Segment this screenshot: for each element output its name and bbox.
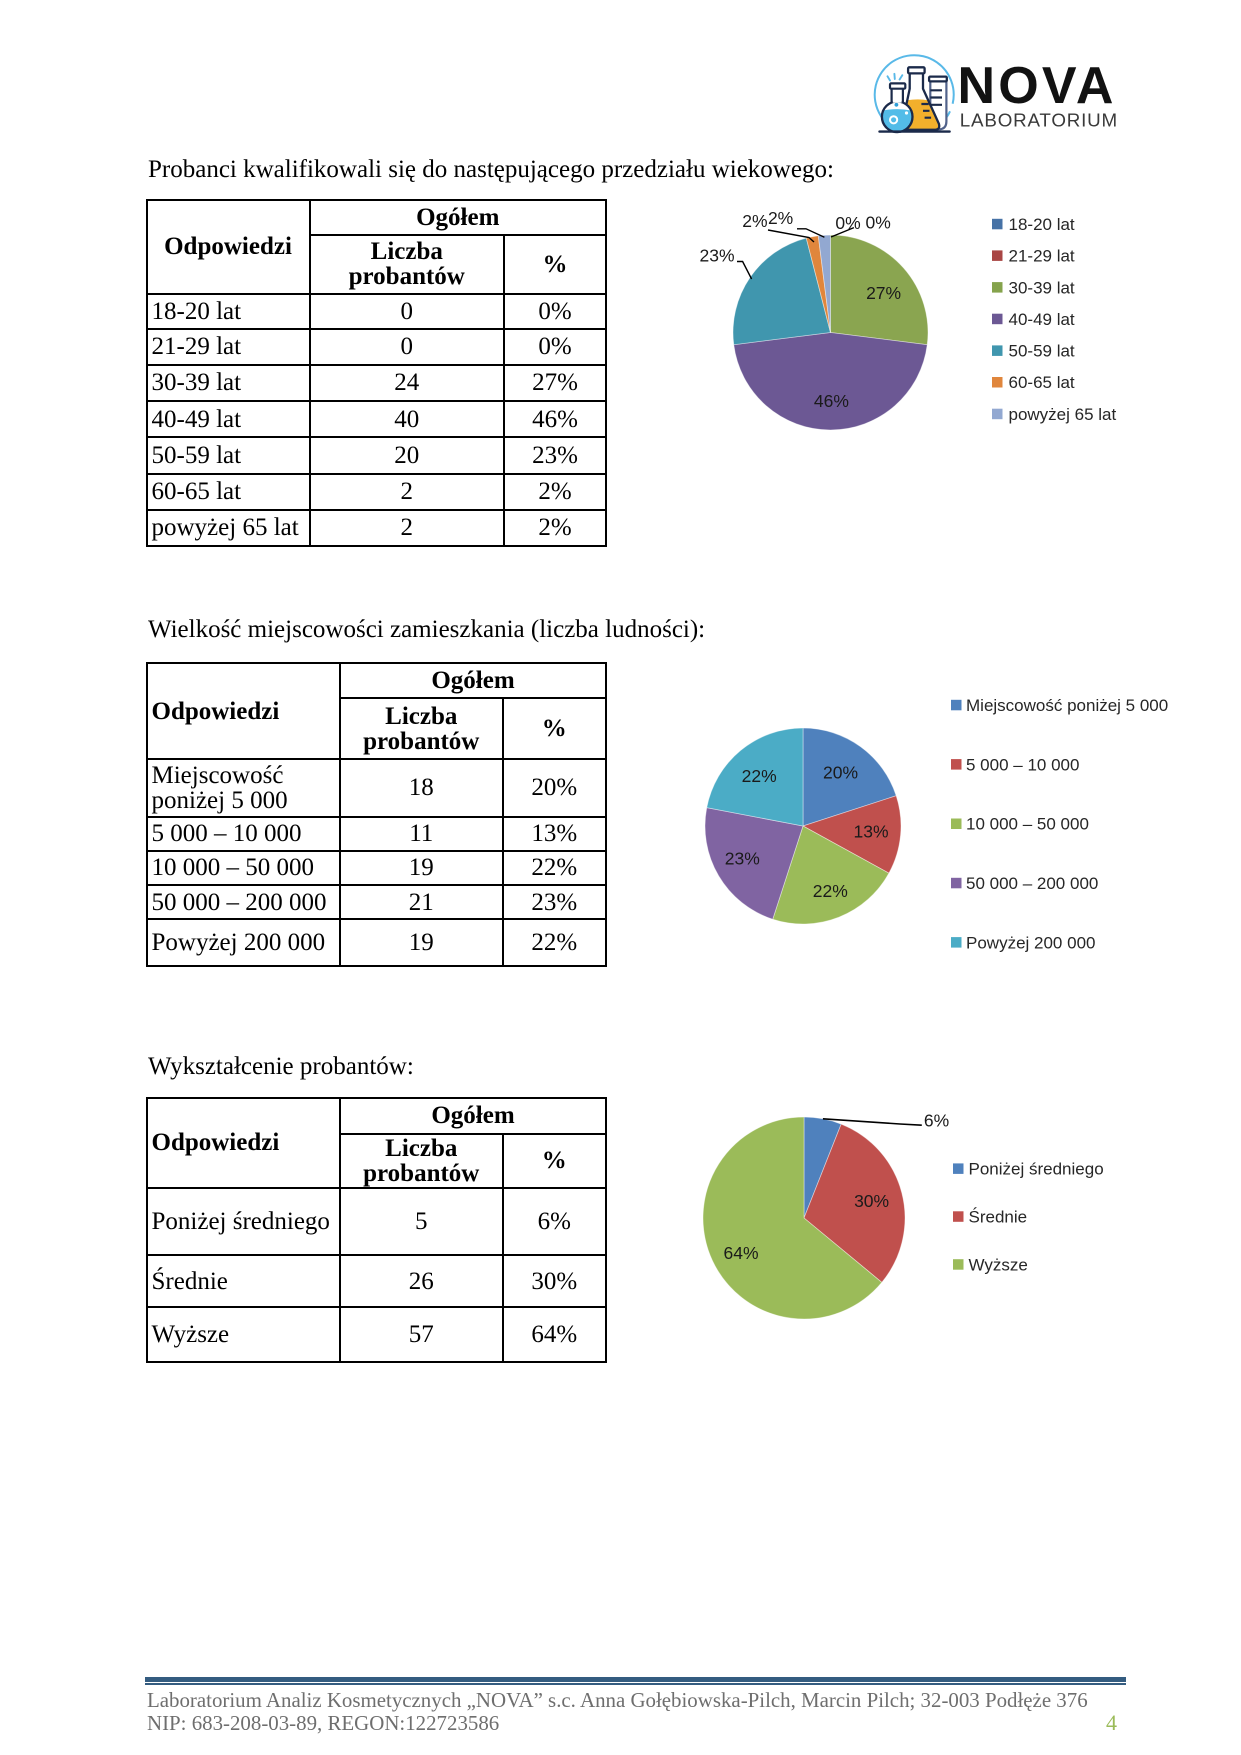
svg-text:18-20 lat: 18-20 lat <box>1009 215 1075 234</box>
svg-text:30%: 30% <box>854 1191 889 1211</box>
svg-text:30-39 lat: 30-39 lat <box>1009 278 1075 297</box>
svg-text:20%: 20% <box>823 763 858 783</box>
svg-text:Miejscowość poniżej 5 000: Miejscowość poniżej 5 000 <box>966 696 1168 715</box>
svg-text:0%: 0% <box>835 213 860 233</box>
svg-text:2%: 2% <box>742 211 767 231</box>
svg-text:50-59 lat: 50-59 lat <box>1009 342 1075 361</box>
svg-text:0%: 0% <box>866 213 891 233</box>
svg-text:64%: 64% <box>723 1243 758 1263</box>
svg-text:NOVA: NOVA <box>958 57 1117 115</box>
svg-text:60-65 lat: 60-65 lat <box>1009 373 1075 392</box>
svg-text:23%: 23% <box>725 849 760 869</box>
svg-text:5 000 – 10 000: 5 000 – 10 000 <box>966 755 1079 774</box>
svg-text:2%: 2% <box>768 208 793 228</box>
svg-text:50 000 – 200 000: 50 000 – 200 000 <box>966 874 1098 893</box>
svg-text:powyżej 65 lat: powyżej 65 lat <box>1009 405 1117 424</box>
svg-text:46%: 46% <box>814 391 849 411</box>
svg-text:22%: 22% <box>813 881 848 901</box>
svg-text:13%: 13% <box>853 822 888 842</box>
svg-text:40-49 lat: 40-49 lat <box>1009 310 1075 329</box>
svg-text:LABORATORIUM: LABORATORIUM <box>960 109 1118 130</box>
svg-text:6%: 6% <box>924 1111 949 1131</box>
svg-text:22%: 22% <box>742 766 777 786</box>
svg-text:Poniżej średniego: Poniżej średniego <box>969 1160 1104 1179</box>
svg-text:Średnie: Średnie <box>969 1208 1028 1227</box>
svg-text:23%: 23% <box>699 246 734 266</box>
svg-text:10 000 – 50 000: 10 000 – 50 000 <box>966 815 1089 834</box>
svg-text:Powyżej 200 000: Powyżej 200 000 <box>966 933 1095 952</box>
svg-text:27%: 27% <box>866 283 901 303</box>
svg-text:Wyższe: Wyższe <box>969 1255 1028 1274</box>
svg-text:21-29 lat: 21-29 lat <box>1009 247 1075 266</box>
